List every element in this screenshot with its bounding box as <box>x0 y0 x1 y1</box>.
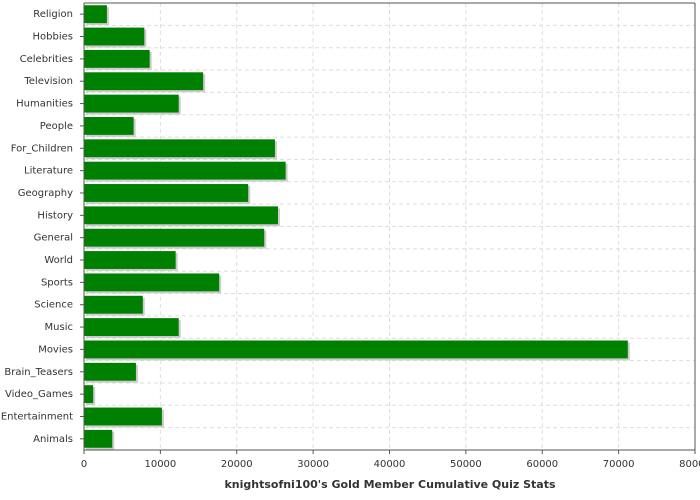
y-tick-label: Religion <box>33 9 73 20</box>
x-tick-label: 10000 <box>144 459 176 470</box>
y-tick-label: Entertainment <box>1 411 73 422</box>
bar <box>84 72 204 91</box>
bar <box>84 228 265 247</box>
bar <box>84 251 176 269</box>
y-tick-label: Sports <box>41 277 73 288</box>
y-tick-label: Movies <box>38 344 73 355</box>
x-tick-label: 50000 <box>450 459 482 470</box>
bar <box>84 295 143 314</box>
y-tick-label: General <box>34 233 73 244</box>
y-tick-label: Music <box>45 322 73 333</box>
x-tick-label: 80000 <box>679 459 700 470</box>
y-tick-label: Literature <box>24 166 73 177</box>
y-tick-label: Television <box>23 76 73 87</box>
y-tick-label: World <box>44 255 73 266</box>
x-tick-label: 40000 <box>374 459 406 470</box>
chart-title: knightsofni100's Gold Member Cumulative … <box>224 478 556 491</box>
bar <box>84 139 275 158</box>
y-tick-label: People <box>40 121 73 132</box>
y-tick-label: Hobbies <box>33 32 73 43</box>
bar <box>84 5 107 24</box>
bar <box>84 27 145 46</box>
bar <box>84 273 220 292</box>
bar <box>84 94 179 113</box>
y-tick-label: Video_Games <box>5 389 73 400</box>
x-tick-label: 0 <box>81 459 87 470</box>
y-tick-label: Animals <box>33 434 73 445</box>
y-tick-label: For_Children <box>11 143 73 154</box>
x-tick-label: 60000 <box>526 459 558 470</box>
bar <box>84 362 136 381</box>
bar <box>84 206 278 225</box>
y-tick-label: Humanities <box>16 99 73 110</box>
bar <box>84 161 286 180</box>
bar <box>84 429 113 448</box>
bar <box>84 385 94 404</box>
bar <box>84 184 249 202</box>
x-tick-label: 30000 <box>297 459 329 470</box>
y-tick-label: Science <box>34 300 73 311</box>
x-tick-label: 20000 <box>221 459 253 470</box>
y-tick-label: Geography <box>18 188 73 199</box>
bar <box>84 407 162 426</box>
x-tick-label: 70000 <box>603 459 635 470</box>
bar <box>84 116 134 135</box>
y-tick-label: Celebrities <box>20 54 73 65</box>
y-tick-label: Brain_Teasers <box>4 367 73 378</box>
bar <box>84 49 150 68</box>
y-tick-label: History <box>37 210 73 221</box>
bar <box>84 318 179 337</box>
bar <box>84 340 628 359</box>
